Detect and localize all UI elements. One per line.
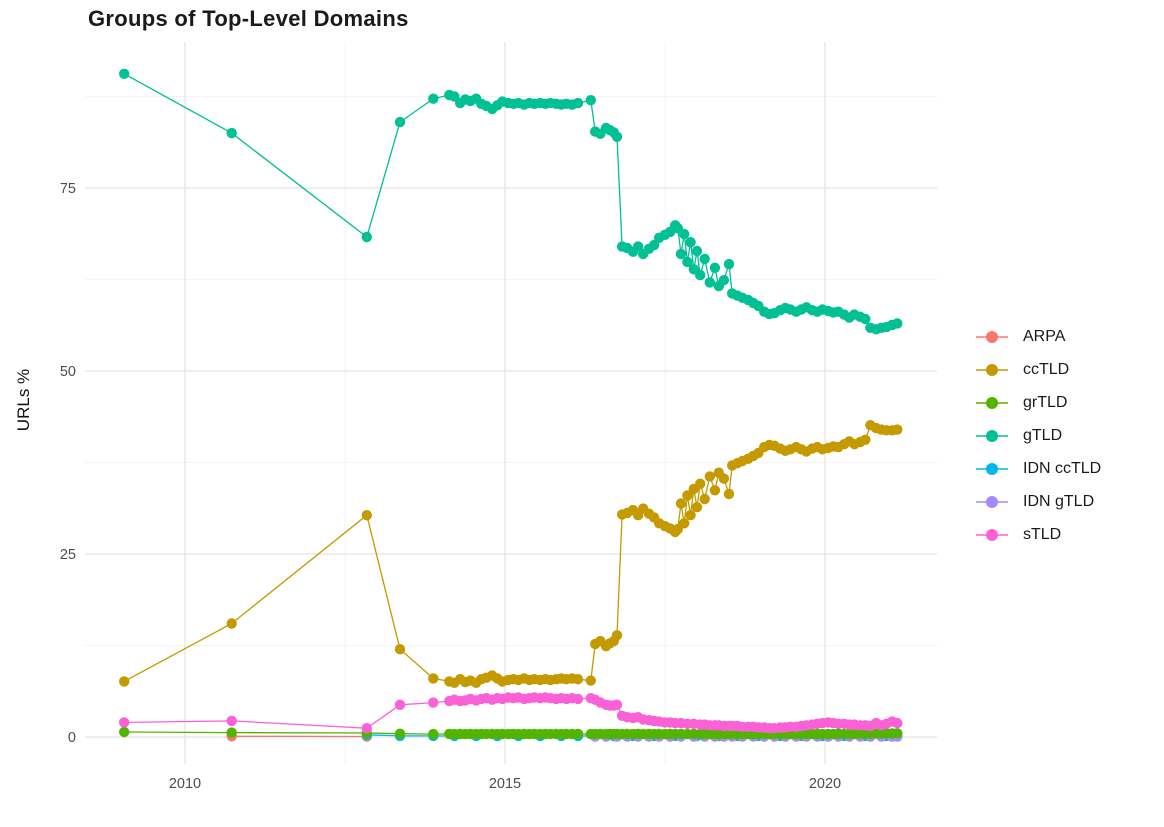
legend-key-icon	[976, 330, 1008, 343]
svg-text:2020: 2020	[809, 776, 841, 792]
svg-text:50: 50	[60, 364, 76, 380]
legend-item-gtld: gTLD	[975, 419, 1101, 452]
legend-label: IDN gTLD	[1023, 492, 1095, 510]
legend-key-icon	[976, 396, 1008, 409]
y-axis-title: URLs %	[14, 368, 33, 432]
svg-text:0: 0	[68, 730, 76, 746]
svg-text:75: 75	[60, 181, 76, 197]
legend-key-icon	[976, 363, 1008, 376]
chart-title: Groups of Top-Level Domains	[88, 6, 409, 31]
legend-label: ccTLD	[1023, 360, 1070, 378]
legend-label: gTLD	[1023, 426, 1063, 444]
legend-item-arpa: ARPA	[975, 320, 1101, 353]
svg-text:2015: 2015	[489, 776, 521, 792]
legend-label: sTLD	[1023, 525, 1062, 543]
legend-item-idn-cctld: IDN ccTLD	[975, 452, 1101, 485]
legend-key-icon	[976, 495, 1008, 508]
legend-label: IDN ccTLD	[1023, 459, 1102, 477]
svg-text:25: 25	[60, 547, 76, 563]
legend-item-grtld: grTLD	[975, 386, 1101, 419]
legend-key-icon	[976, 528, 1008, 541]
legend-label: ARPA	[1023, 327, 1066, 345]
svg-text:2010: 2010	[169, 776, 201, 792]
legend-key-icon	[976, 462, 1008, 475]
legend: ARPA ccTLD grTLD gTLD IDN ccTLD IDN gTLD sTLD	[975, 320, 1101, 551]
legend-label: grTLD	[1023, 393, 1068, 411]
legend-item-stld: sTLD	[975, 518, 1101, 551]
legend-item-cctld: ccTLD	[975, 353, 1101, 386]
legend-key-icon	[976, 429, 1008, 442]
legend-item-idn-gtld: IDN gTLD	[975, 485, 1101, 518]
